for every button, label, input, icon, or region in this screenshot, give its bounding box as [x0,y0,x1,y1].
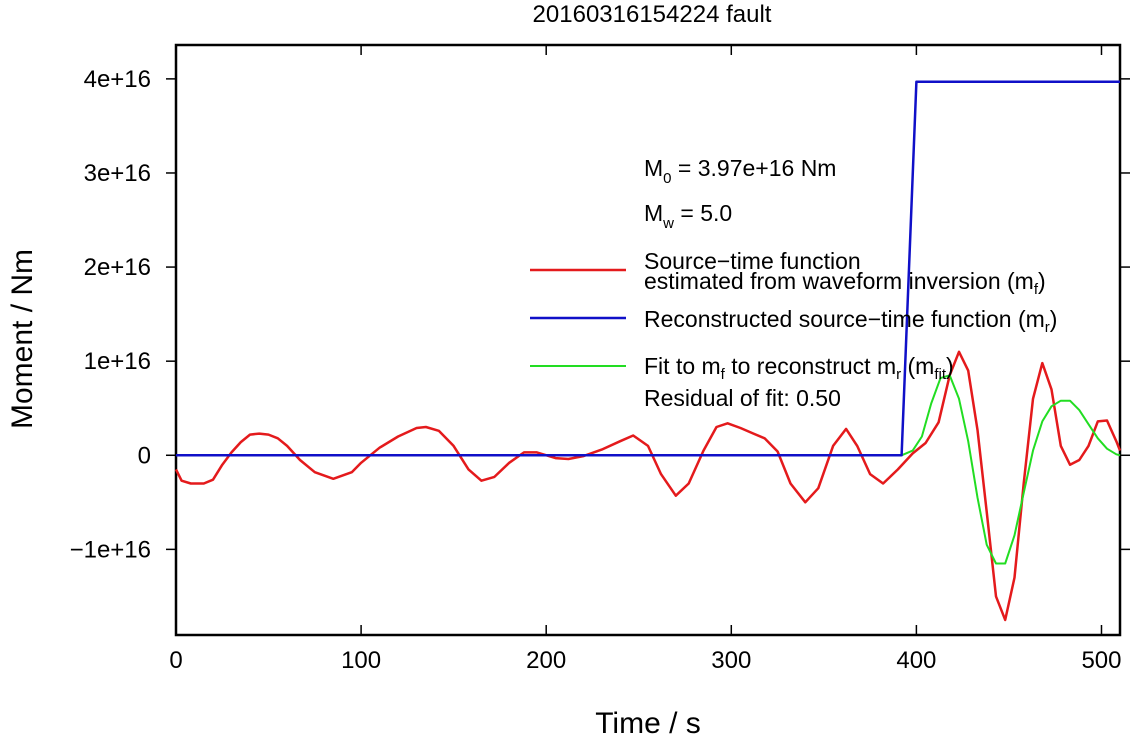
seismic-moment-annotation: M0 = 3.97e+16 Nm [644,155,836,187]
moment-magnitude-annotation: Mw = 5.0 [644,200,732,232]
y-axis-title: Moment / Nm [6,249,39,429]
x-tick-label: 500 [1081,647,1121,674]
residual-annotation: Residual of fit: 0.50 [644,385,841,411]
legend-label-fit: Fit to mf to reconstruct mr (mfit) [644,353,954,383]
series-fit [901,374,1121,565]
series-source-time-function [174,350,1122,622]
legend-label-reconstructed: Reconstructed source−time function (mr) [644,306,1057,336]
x-tick-label: 300 [711,647,751,674]
plot-lines [174,80,1122,622]
y-tick-label: 2e+16 [84,254,151,281]
legend-label-source-time-function-line2: estimated from waveform inversion (mf) [644,268,1046,298]
x-axis-title: Time / s [595,707,701,736]
x-tick-label: 200 [526,647,566,674]
legend-label-source-time-function: Source−time function [644,248,861,274]
y-tick-label: 0 [138,442,151,469]
x-tick-label: 400 [896,647,936,674]
axis-ticks: 0 100 200 300 400 500 −1e+16 0 1e+16 2e+16 3e+16 4e… [70,45,1130,674]
plot-frame [174,43,1122,637]
chart-title: 20160316154224 fault [533,1,772,28]
x-tick-label: 0 [169,647,182,674]
x-tick-label: 100 [341,647,381,674]
y-tick-label: 1e+16 [84,348,151,375]
y-tick-label: −1e+16 [70,536,151,563]
y-tick-label: 4e+16 [84,66,151,93]
y-tick-label: 3e+16 [84,160,151,187]
series-reconstructed [176,80,1120,457]
